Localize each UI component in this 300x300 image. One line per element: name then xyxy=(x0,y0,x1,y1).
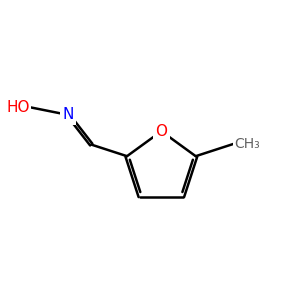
Text: HO: HO xyxy=(6,100,30,115)
Text: N: N xyxy=(62,107,74,122)
Text: O: O xyxy=(155,124,167,139)
Text: CH₃: CH₃ xyxy=(234,137,260,151)
